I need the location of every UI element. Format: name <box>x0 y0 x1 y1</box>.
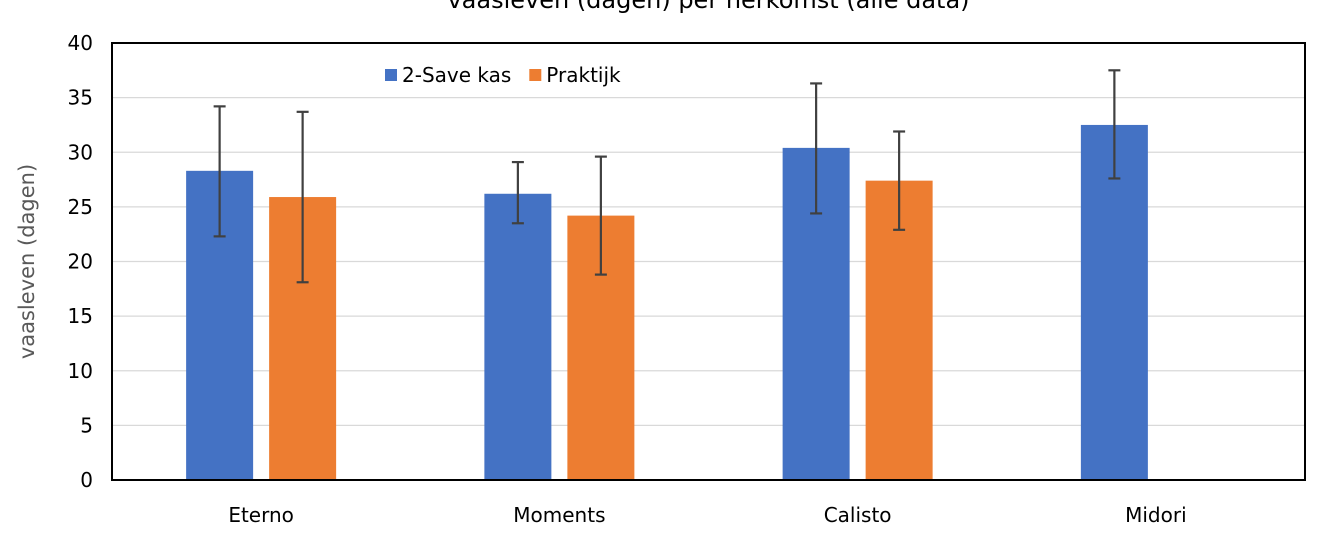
legend: 2-Save kas Praktijk <box>385 63 621 87</box>
x-category-label: Calisto <box>824 503 892 527</box>
y-tick-label: 15 <box>68 304 93 328</box>
bar-2-save-kas-moments <box>484 193 552 480</box>
x-category-label: Midori <box>1125 503 1187 527</box>
bar-2-save-kas-midori <box>1080 124 1148 480</box>
x-category-label: Moments <box>513 503 605 527</box>
legend-label: Praktijk <box>546 63 621 87</box>
y-axis-ticks: 0 5 10 15 20 25 30 35 40 <box>68 31 93 492</box>
legend-label: 2-Save kas <box>402 63 511 87</box>
y-tick-label: 25 <box>68 195 93 219</box>
plot-area-frame <box>111 42 1306 481</box>
y-tick-label: 20 <box>68 250 93 274</box>
y-tick-label: 35 <box>68 86 93 110</box>
legend-swatch <box>529 69 542 81</box>
y-tick-label: 5 <box>80 413 93 437</box>
x-axis-categories: Eterno Moments Calisto Midori <box>228 503 1186 527</box>
y-tick-label: 40 <box>68 31 93 55</box>
chart-title: vaasleven (dagen) per herkomst (alle dat… <box>447 0 970 14</box>
y-axis-title: vaasleven (dagen) <box>15 164 39 359</box>
y-tick-label: 10 <box>68 359 93 383</box>
bars <box>186 124 1148 481</box>
error-bars <box>213 69 1121 284</box>
x-category-label: Eterno <box>228 503 294 527</box>
legend-swatch <box>385 69 397 81</box>
y-tick-label: 30 <box>68 140 93 164</box>
y-tick-label: 0 <box>80 468 93 492</box>
